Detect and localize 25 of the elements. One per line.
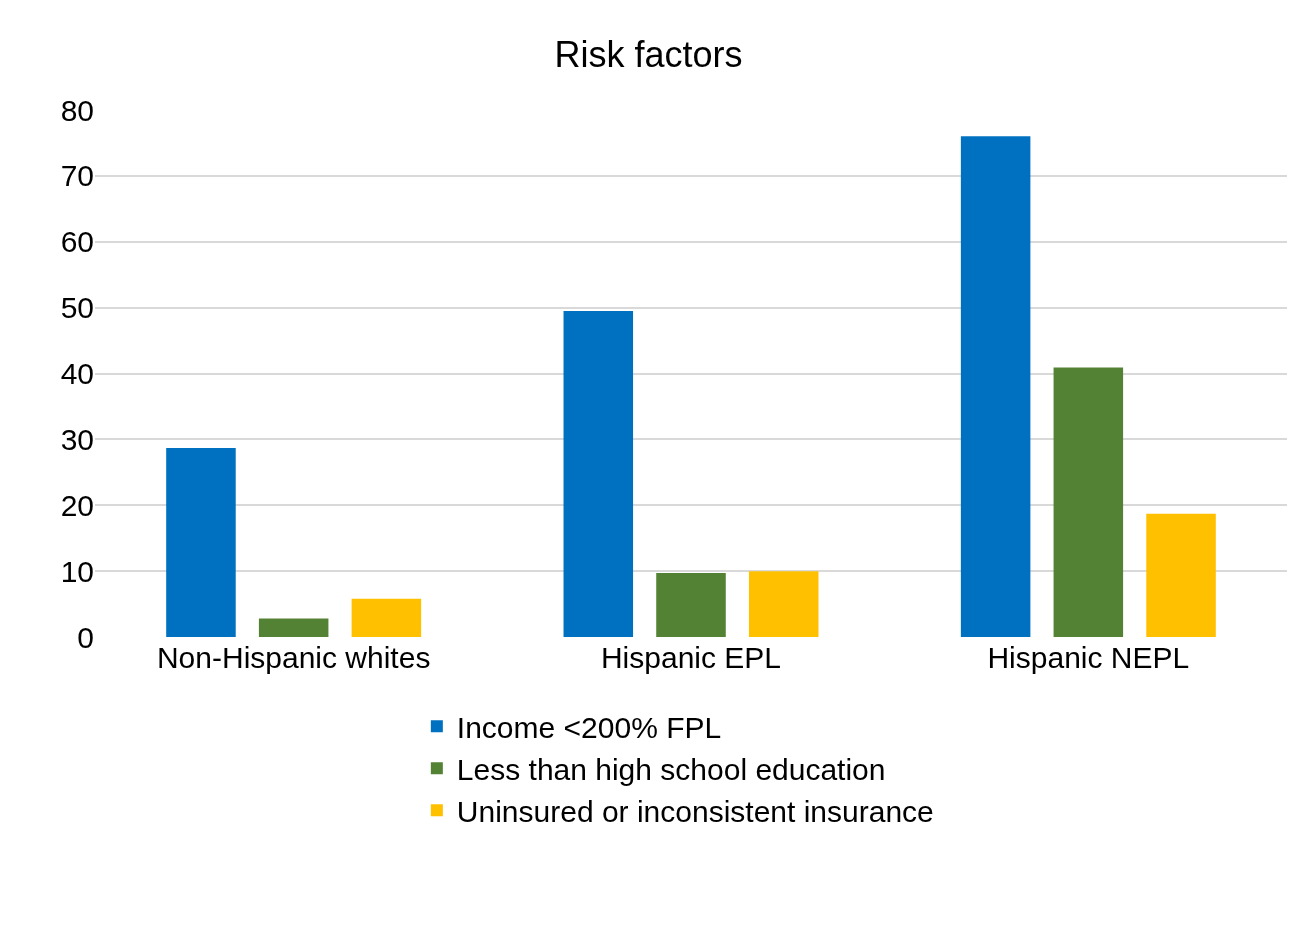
bar	[166, 447, 236, 637]
y-tick-label: 50	[60, 291, 94, 325]
bar	[351, 598, 422, 637]
bar	[748, 571, 819, 637]
x-tick-label: Non-Hispanic whites	[156, 641, 431, 674]
y-tick-label: 60	[60, 225, 94, 259]
bar	[1146, 513, 1216, 637]
y-tick-label: 70	[60, 159, 94, 193]
y-tick-label: 30	[60, 422, 94, 456]
x-tick-label: Hispanic EPL	[600, 641, 782, 674]
legend-label: Less than high school education	[456, 752, 886, 786]
y-tick-label: 40	[60, 357, 94, 390]
bar	[563, 310, 634, 637]
y-tick-label: 10	[60, 554, 94, 588]
bar	[258, 618, 329, 637]
x-tick-label: Hispanic NEPL	[987, 641, 1190, 674]
y-tick-label: 80	[60, 93, 94, 127]
bar	[656, 573, 726, 637]
legend-label: Income <200% FPL	[456, 710, 722, 744]
legend-label: Uninsured or inconsistent insurance	[456, 794, 934, 828]
y-tick-label: 0	[77, 620, 94, 654]
y-tick-label: 20	[60, 488, 94, 522]
bar	[1053, 367, 1124, 637]
bar	[960, 136, 1031, 637]
chart-title: Risk factors	[554, 33, 743, 75]
